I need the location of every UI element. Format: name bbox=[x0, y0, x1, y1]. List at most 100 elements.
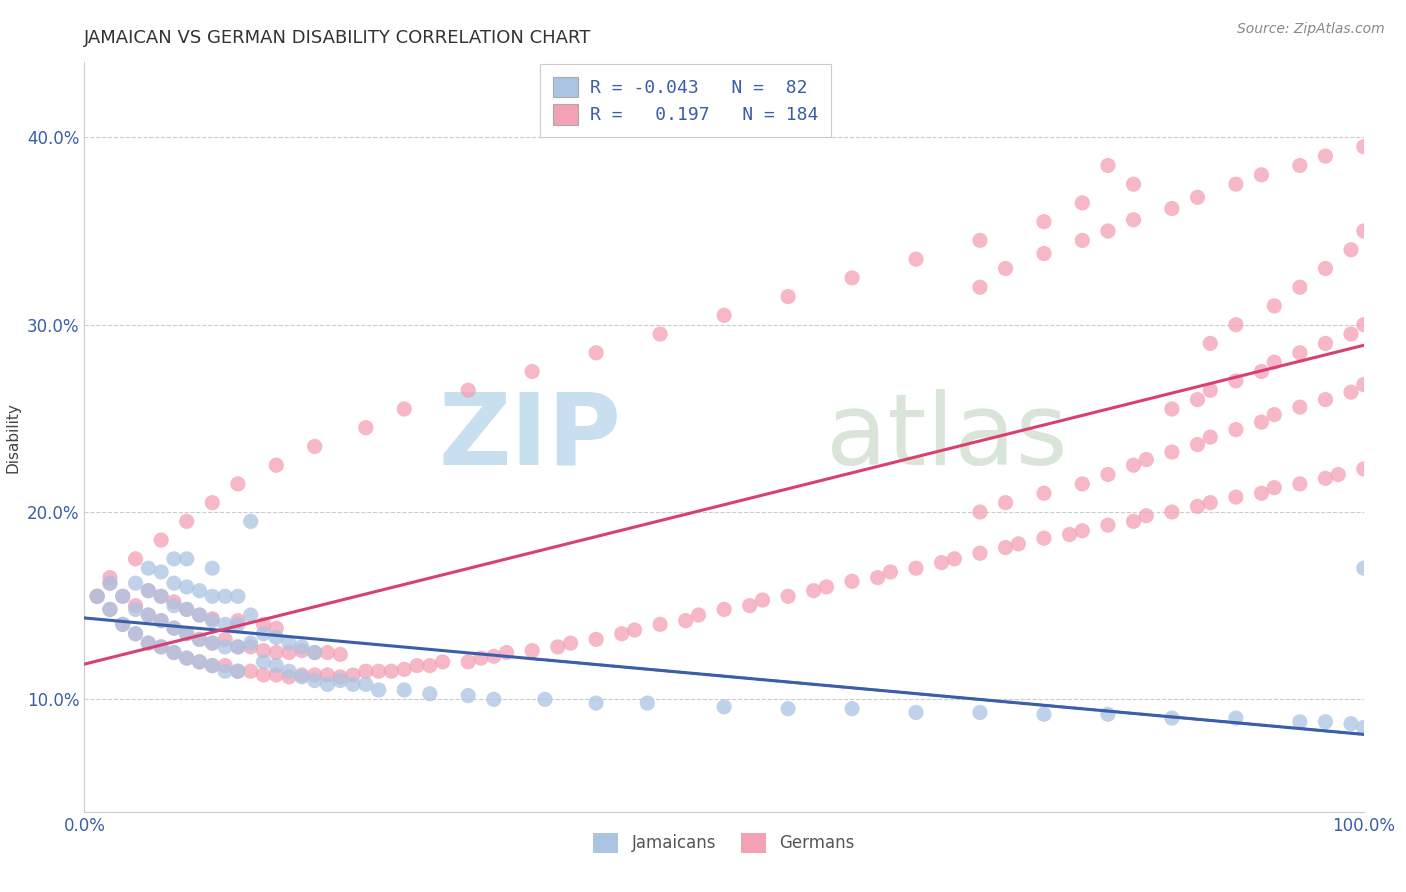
Point bbox=[905, 252, 928, 266]
Text: atlas: atlas bbox=[827, 389, 1069, 485]
Point bbox=[188, 655, 211, 669]
Point bbox=[1263, 408, 1285, 422]
Point bbox=[278, 646, 301, 660]
Point bbox=[1160, 711, 1182, 725]
Point bbox=[1199, 384, 1222, 398]
Point bbox=[482, 692, 505, 706]
Point bbox=[354, 420, 377, 434]
Point bbox=[291, 670, 314, 684]
Point bbox=[1340, 326, 1362, 341]
Point bbox=[252, 617, 274, 632]
Legend: Jamaicans, Germans: Jamaicans, Germans bbox=[586, 826, 862, 860]
Point bbox=[150, 640, 173, 654]
Point bbox=[226, 476, 249, 491]
Point bbox=[1250, 364, 1272, 378]
Point bbox=[778, 701, 800, 715]
Point bbox=[354, 677, 377, 691]
Point bbox=[1225, 374, 1247, 388]
Point bbox=[111, 589, 134, 603]
Point bbox=[124, 576, 146, 591]
Point bbox=[1353, 561, 1375, 575]
Point bbox=[931, 556, 953, 570]
Point bbox=[226, 617, 249, 632]
Point bbox=[394, 683, 416, 698]
Point bbox=[1059, 527, 1081, 541]
Point bbox=[1263, 481, 1285, 495]
Point bbox=[1160, 445, 1182, 459]
Point bbox=[278, 670, 301, 684]
Point bbox=[1032, 246, 1054, 260]
Point bbox=[138, 583, 160, 598]
Point bbox=[1199, 336, 1222, 351]
Point bbox=[1288, 345, 1310, 359]
Point bbox=[1250, 415, 1272, 429]
Point bbox=[841, 701, 863, 715]
Point bbox=[201, 636, 224, 650]
Text: JAMAICAN VS GERMAN DISABILITY CORRELATION CHART: JAMAICAN VS GERMAN DISABILITY CORRELATIO… bbox=[84, 29, 592, 47]
Point bbox=[163, 551, 186, 566]
Point bbox=[495, 646, 517, 660]
Point bbox=[841, 271, 863, 285]
Point bbox=[150, 565, 173, 579]
Point bbox=[239, 640, 262, 654]
Point bbox=[534, 692, 557, 706]
Point bbox=[1097, 707, 1119, 722]
Point bbox=[86, 589, 108, 603]
Point bbox=[342, 668, 364, 682]
Point bbox=[163, 576, 186, 591]
Point bbox=[1315, 471, 1337, 485]
Point bbox=[713, 699, 735, 714]
Point bbox=[304, 440, 326, 453]
Point bbox=[252, 626, 274, 640]
Point bbox=[1135, 452, 1157, 467]
Point bbox=[264, 621, 288, 635]
Point bbox=[1225, 711, 1247, 725]
Point bbox=[738, 599, 761, 613]
Point bbox=[623, 623, 645, 637]
Point bbox=[86, 589, 108, 603]
Point bbox=[1353, 224, 1375, 238]
Point bbox=[969, 706, 991, 720]
Point bbox=[969, 546, 991, 560]
Point bbox=[163, 646, 186, 660]
Point bbox=[969, 505, 991, 519]
Point bbox=[1353, 139, 1375, 153]
Point bbox=[1315, 714, 1337, 729]
Point bbox=[291, 640, 314, 654]
Point bbox=[1315, 336, 1337, 351]
Point bbox=[675, 614, 697, 628]
Point bbox=[1097, 518, 1119, 533]
Point bbox=[1032, 486, 1054, 500]
Point bbox=[98, 576, 121, 591]
Point bbox=[316, 668, 339, 682]
Point bbox=[803, 583, 825, 598]
Point bbox=[1250, 168, 1272, 182]
Point bbox=[751, 593, 773, 607]
Point bbox=[354, 664, 377, 679]
Point bbox=[969, 280, 991, 294]
Point bbox=[252, 668, 274, 682]
Point bbox=[176, 651, 198, 665]
Point bbox=[520, 643, 543, 657]
Point bbox=[815, 580, 838, 594]
Point bbox=[291, 668, 314, 682]
Point bbox=[150, 533, 173, 547]
Point bbox=[1187, 190, 1209, 204]
Point bbox=[239, 636, 262, 650]
Point bbox=[713, 309, 735, 323]
Point bbox=[188, 608, 211, 623]
Point bbox=[316, 677, 339, 691]
Point bbox=[86, 589, 108, 603]
Point bbox=[1353, 462, 1375, 476]
Point bbox=[111, 589, 134, 603]
Point bbox=[226, 614, 249, 628]
Point bbox=[138, 608, 160, 623]
Point bbox=[1327, 467, 1350, 482]
Point bbox=[1225, 318, 1247, 332]
Point bbox=[585, 345, 607, 359]
Point bbox=[264, 646, 288, 660]
Point bbox=[520, 364, 543, 378]
Point bbox=[1187, 392, 1209, 407]
Point bbox=[291, 643, 314, 657]
Point bbox=[1071, 233, 1094, 247]
